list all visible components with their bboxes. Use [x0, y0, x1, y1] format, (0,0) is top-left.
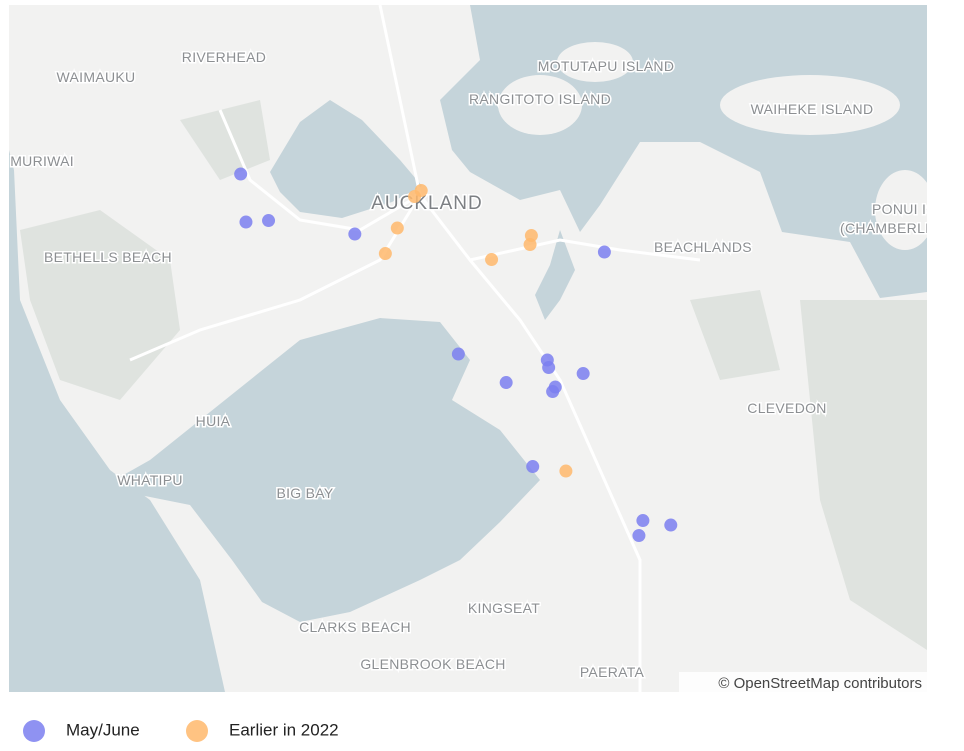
location-point	[485, 253, 499, 267]
place-label: PAERATA	[580, 664, 645, 680]
legend-swatch	[23, 720, 45, 742]
location-point	[597, 245, 611, 259]
place-label: PONUI ISLAND	[872, 201, 964, 217]
rangitoto	[498, 75, 582, 135]
place-label: KINGSEAT	[468, 600, 540, 616]
points	[234, 167, 678, 543]
location-point	[664, 518, 678, 532]
place-label: BETHELLS BEACH	[44, 249, 172, 265]
legend-swatch	[186, 720, 208, 742]
location-point	[378, 247, 392, 261]
place-label: AUCKLAND	[371, 193, 482, 214]
location-point	[234, 167, 248, 181]
waiheke	[720, 75, 900, 135]
place-label: HUIA	[196, 413, 231, 429]
location-point	[526, 460, 540, 474]
attribution[interactable]: © OpenStreetMap contributors	[718, 675, 922, 692]
parks	[20, 100, 927, 650]
legend-label: May/June	[66, 720, 140, 739]
roads	[129, 5, 701, 692]
location-point	[636, 514, 650, 528]
location-point	[559, 464, 573, 478]
manukau-harbour	[118, 318, 540, 622]
place-labels: WAIMAUKU RIVERHEAD MURIWAI BETHELLS BEAC…	[9, 48, 964, 682]
waitemata-harbour	[270, 100, 422, 218]
location-point	[262, 214, 276, 228]
attribution-bg	[679, 672, 927, 692]
location-point	[523, 238, 537, 252]
place-label: GLENBROOK BEACH	[360, 656, 505, 672]
place-label: CLARKS BEACH	[299, 619, 411, 635]
place-label: RANGITOTO ISLAND	[469, 91, 611, 107]
legend-label: Earlier in 2022	[229, 720, 339, 739]
legend: May/June Earlier in 2022	[23, 720, 339, 742]
location-point	[546, 385, 560, 399]
place-label: WAIMAUKU	[57, 69, 136, 85]
location-point	[348, 227, 362, 241]
location-point	[542, 361, 556, 375]
place-label: MURIWAI	[10, 153, 74, 169]
place-label: WAIHEKE ISLAND	[751, 101, 874, 117]
location-point	[451, 347, 465, 361]
place-label: (CHAMBERLINS)	[840, 220, 954, 236]
place-label: BIG BAY	[276, 485, 333, 501]
location-point	[239, 215, 253, 229]
location-point	[576, 367, 590, 381]
place-label: CLEVEDON	[747, 400, 826, 416]
motutapu	[557, 42, 633, 82]
location-point	[390, 221, 404, 235]
location-point	[414, 184, 428, 198]
ponui	[875, 170, 927, 250]
tamaki-estuary	[535, 230, 575, 320]
map: WAIMAUKU RIVERHEAD MURIWAI BETHELLS BEAC…	[9, 5, 964, 692]
place-label: WHATIPU	[117, 472, 183, 488]
location-point	[632, 529, 646, 543]
location-point	[499, 376, 513, 390]
place-label: RIVERHEAD	[182, 49, 266, 65]
place-label: BEACHLANDS	[654, 239, 752, 255]
place-label: MOTUTAPU ISLAND	[538, 58, 674, 74]
